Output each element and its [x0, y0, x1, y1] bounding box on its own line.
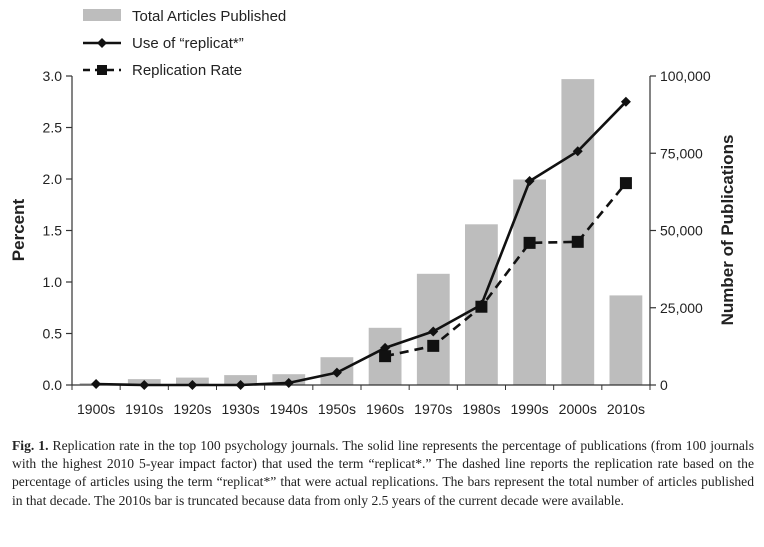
- square-point: [427, 339, 440, 352]
- bar: [513, 179, 546, 385]
- diamond-point: [620, 96, 631, 107]
- square-point: [619, 177, 632, 190]
- x-tick-label: 1960s: [366, 401, 404, 417]
- y-axis-title-left: Percent: [9, 198, 28, 261]
- figure-caption: Fig. 1. Replication rate in the top 100 …: [12, 437, 754, 510]
- left-tick-label: 2.0: [43, 171, 63, 187]
- right-ticks: 0 25,000 50,000 75,000 100,000: [650, 68, 711, 393]
- x-tick-label: 2010s: [607, 401, 645, 417]
- x-tick-label: 1990s: [511, 401, 549, 417]
- figure-label: Fig. 1.: [12, 438, 49, 453]
- x-tick-label: 1910s: [125, 401, 163, 417]
- diamond-point: [524, 176, 535, 187]
- right-tick-label: 0: [660, 377, 668, 393]
- legend-label-solid-line: Use of “replicat*”: [132, 35, 244, 52]
- x-tick-label: 1930s: [222, 401, 260, 417]
- legend-label-dashed-line: Replication Rate: [132, 62, 242, 79]
- right-tick-label: 25,000: [660, 300, 703, 316]
- x-tick-label: 1900s: [77, 401, 115, 417]
- chart: Total Articles Published Use of “replica…: [9, 8, 737, 417]
- left-tick-label: 1.0: [43, 274, 63, 290]
- x-tick-label: 1940s: [270, 401, 308, 417]
- replicat-usage-line: [96, 100, 627, 387]
- right-tick-label: 75,000: [660, 145, 703, 161]
- bar: [561, 79, 595, 385]
- x-tick-label: 1970s: [414, 401, 452, 417]
- diamond-point: [187, 380, 198, 390]
- diamond-point: [235, 380, 246, 390]
- series-lines: [91, 96, 632, 390]
- left-tick-label: 0.0: [43, 377, 63, 393]
- left-ticks: 0.0 0.5 1.0 1.5 2.0 2.5 3.0: [43, 68, 72, 393]
- right-tick-label: 100,000: [660, 68, 711, 84]
- diamond-point: [139, 380, 150, 390]
- diamond-point: [331, 367, 342, 378]
- legend-label-bars: Total Articles Published: [132, 8, 286, 25]
- legend: Total Articles Published Use of “replica…: [83, 8, 286, 79]
- left-tick-label: 1.5: [43, 223, 63, 239]
- legend-square-marker: [97, 65, 107, 75]
- x-tick-label: 2000s: [559, 401, 597, 417]
- right-tick-label: 50,000: [660, 223, 703, 239]
- left-tick-label: 3.0: [43, 68, 63, 84]
- x-tick-label: 1920s: [173, 401, 211, 417]
- bar: [609, 295, 643, 385]
- bars-group: [79, 79, 643, 385]
- y-axis-title-right: Number of Publications: [718, 135, 737, 326]
- replication-rate-line: [384, 182, 627, 358]
- diamond-point: [428, 326, 439, 337]
- diamond-point: [572, 146, 583, 157]
- square-point: [475, 300, 488, 313]
- diamond-point: [91, 378, 102, 389]
- square-point: [571, 235, 584, 248]
- x-ticks: 1900s 1910s 1920s 1930s 1940s 1950s 1960s 1970s…: [71, 385, 651, 417]
- square-point: [523, 236, 536, 249]
- figure-caption-text: Replication rate in the top 100 psycholo…: [12, 438, 754, 508]
- legend-swatch-bars: [83, 9, 121, 21]
- x-tick-label: 1950s: [318, 401, 356, 417]
- diamond-point: [283, 377, 294, 388]
- square-point: [379, 350, 392, 363]
- left-tick-label: 0.5: [43, 326, 63, 342]
- left-tick-label: 2.5: [43, 120, 63, 136]
- x-tick-label: 1980s: [462, 401, 500, 417]
- legend-diamond-marker: [97, 38, 107, 48]
